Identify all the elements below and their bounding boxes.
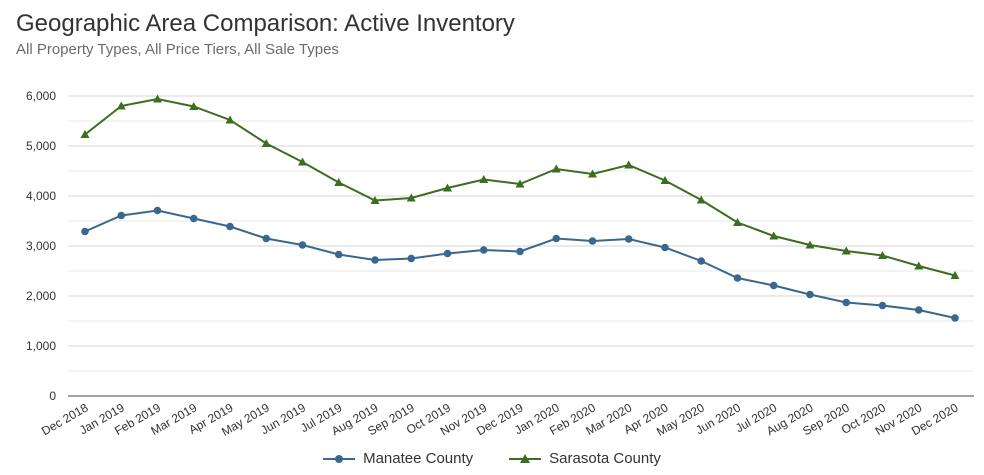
data-point[interactable]: [335, 251, 343, 259]
data-point[interactable]: [444, 250, 452, 258]
data-point[interactable]: [697, 257, 705, 265]
data-point[interactable]: [733, 218, 742, 226]
legend-label-manatee: Manatee County: [363, 450, 473, 467]
legend-item-sarasota[interactable]: Sarasota County: [509, 450, 661, 467]
data-point[interactable]: [625, 235, 633, 243]
data-point[interactable]: [589, 237, 597, 245]
data-point[interactable]: [734, 274, 742, 282]
data-point[interactable]: [552, 235, 560, 243]
data-point[interactable]: [915, 306, 923, 314]
grid-lines: [68, 96, 974, 396]
y-tick-label: 5,000: [26, 139, 56, 153]
data-point[interactable]: [262, 235, 270, 243]
data-point[interactable]: [334, 178, 343, 186]
y-axis-ticks: 0 1,000 2,000 3,000 4,000 5,000 6,000: [26, 89, 56, 403]
data-point[interactable]: [624, 161, 633, 169]
data-point[interactable]: [842, 299, 850, 307]
legend-swatch-manatee: [323, 452, 355, 466]
data-point[interactable]: [480, 246, 488, 254]
legend: Manatee County Sarasota County: [0, 450, 984, 467]
data-point[interactable]: [951, 314, 959, 322]
series-line-manatee: [85, 211, 955, 319]
data-point[interactable]: [661, 244, 669, 252]
data-point[interactable]: [697, 196, 706, 204]
data-point[interactable]: [770, 282, 778, 290]
data-point[interactable]: [81, 228, 89, 236]
data-point[interactable]: [117, 212, 125, 220]
data-point[interactable]: [407, 255, 415, 263]
data-point[interactable]: [154, 207, 162, 215]
y-tick-label: 6,000: [26, 89, 56, 103]
data-point[interactable]: [516, 248, 524, 256]
data-point[interactable]: [371, 256, 379, 264]
y-tick-label: 4,000: [26, 189, 56, 203]
series-layer: [81, 95, 960, 322]
data-point[interactable]: [879, 302, 887, 310]
data-point[interactable]: [226, 223, 234, 231]
legend-label-sarasota: Sarasota County: [549, 450, 661, 467]
y-tick-label: 2,000: [26, 289, 56, 303]
data-point[interactable]: [806, 291, 814, 299]
legend-item-manatee[interactable]: Manatee County: [323, 450, 473, 467]
data-point[interactable]: [190, 215, 198, 223]
data-point[interactable]: [299, 241, 307, 249]
y-tick-label: 3,000: [26, 239, 56, 253]
y-tick-label: 1,000: [26, 339, 56, 353]
series-manatee: [81, 207, 959, 322]
legend-swatch-sarasota: [509, 452, 541, 466]
data-point[interactable]: [262, 139, 271, 147]
y-tick-label: 0: [49, 389, 56, 403]
